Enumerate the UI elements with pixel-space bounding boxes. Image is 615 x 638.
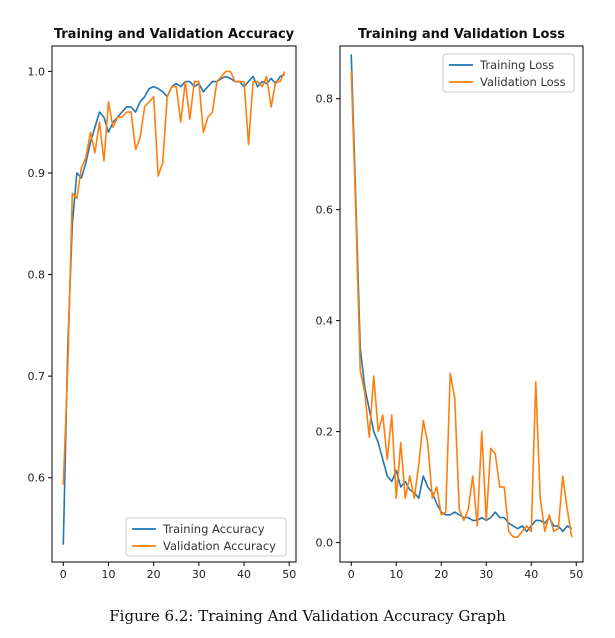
x-tick-label: 0 [348,568,355,581]
chart-panel-2: Training and Validation Loss 0 10 20 30 40 50 0… [316,27,584,581]
chart-title: Training and Validation Loss [358,27,565,42]
y-tick-label: 0.6 [316,204,334,217]
x-tick-label: 50 [569,568,583,581]
x-tick-label: 10 [101,568,115,581]
x-tick-label: 40 [524,568,538,581]
axes-frame [339,45,584,563]
legend-box [125,517,287,557]
x-tick-label: 50 [282,568,296,581]
legend-box [442,53,575,93]
series-line-validation [350,70,573,538]
legend-label: Training Accuracy [162,522,265,536]
legend-label: Training Loss [479,58,554,72]
series-line-validation [62,70,286,485]
y-tick-label: 0.4 [316,315,334,328]
y-tick-label: 0.9 [28,167,46,180]
x-tick-label: 40 [237,568,251,581]
legend: Training Accuracy Validation Accuracy [125,517,287,557]
axes-frame [51,45,297,563]
y-tick-label: 1.0 [28,65,46,78]
y-tick-label: 0.6 [28,472,46,485]
figure-canvas: Training and Validation Accuracy 0 10 20 30 4… [28,27,584,581]
y-tick-label: 0.7 [28,370,46,383]
legend-label: Validation Loss [480,75,566,89]
y-tick-label: 0.0 [316,537,334,550]
x-tick-label: 10 [389,568,403,581]
chart-panel-1: Training and Validation Accuracy 0 10 20 30 4… [28,27,297,581]
x-tick-label: 30 [192,568,206,581]
x-tick-label: 20 [434,568,448,581]
legend-label: Validation Accuracy [163,539,276,553]
legend: Training Loss Validation Loss [442,53,575,93]
chart-title: Training and Validation Accuracy [54,27,295,42]
figure-caption: Figure 6.2: Training And Validation Accu… [109,607,506,625]
x-tick-label: 0 [60,568,67,581]
y-tick-label: 0.8 [316,93,334,106]
series-line-training [62,73,286,545]
x-tick-label: 20 [147,568,161,581]
x-tick-label: 30 [479,568,493,581]
y-tick-label: 0.2 [316,426,334,439]
y-tick-label: 0.8 [28,269,46,282]
